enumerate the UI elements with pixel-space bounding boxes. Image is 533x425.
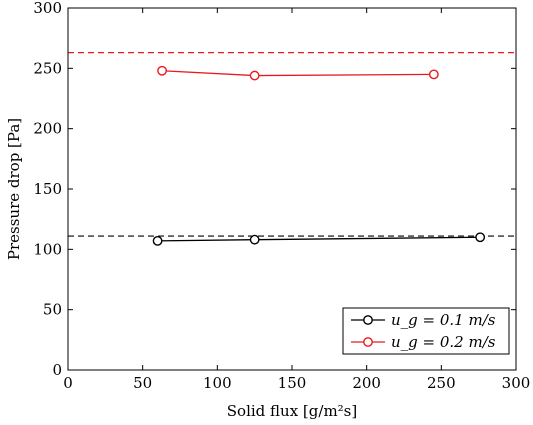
x-tick-label: 300 [502,374,531,392]
x-axis-ticks: 0 50 100 150 200 250 300 [63,8,530,392]
x-tick-label: 250 [427,374,456,392]
x-tick-label: 50 [133,374,152,392]
y-tick-label: 50 [43,301,62,319]
data-point [157,65,167,76]
data-point [152,235,163,246]
legend-marker-2 [363,337,373,347]
y-tick-label: 100 [33,240,62,258]
legend-entry-1: u_g = 0.1 m/s [391,311,496,329]
legend-box [342,307,510,355]
y-axis-ticks: 0 50 100 150 200 250 300 [33,0,516,379]
legend-marker-1 [363,315,373,325]
series-line-1 [157,236,481,242]
data-point [475,232,486,243]
y-tick-label: 300 [33,0,62,17]
reference-lines [68,52,516,237]
data-point [249,70,260,81]
y-tick-label: 250 [33,59,62,77]
y-tick-label: 150 [33,180,62,198]
y-tick-label: 0 [52,361,62,379]
series-line-2 [162,70,434,77]
legend: u_g = 0.1 m/s u_g = 0.2 m/s [342,307,510,355]
x-tick-label: 200 [352,374,381,392]
x-tick-label: 0 [63,374,73,392]
y-tick-label: 200 [33,120,62,138]
y-axis-label: Pressure drop [Pa] [5,118,23,260]
x-tick-label: 150 [278,374,307,392]
data-point [428,69,439,80]
data-point [249,234,260,245]
legend-entry-2: u_g = 0.2 m/s [391,333,496,351]
x-tick-label: 100 [203,374,232,392]
x-axis-label: Solid flux [g/m²s] [227,402,357,420]
series-layer [152,65,486,246]
